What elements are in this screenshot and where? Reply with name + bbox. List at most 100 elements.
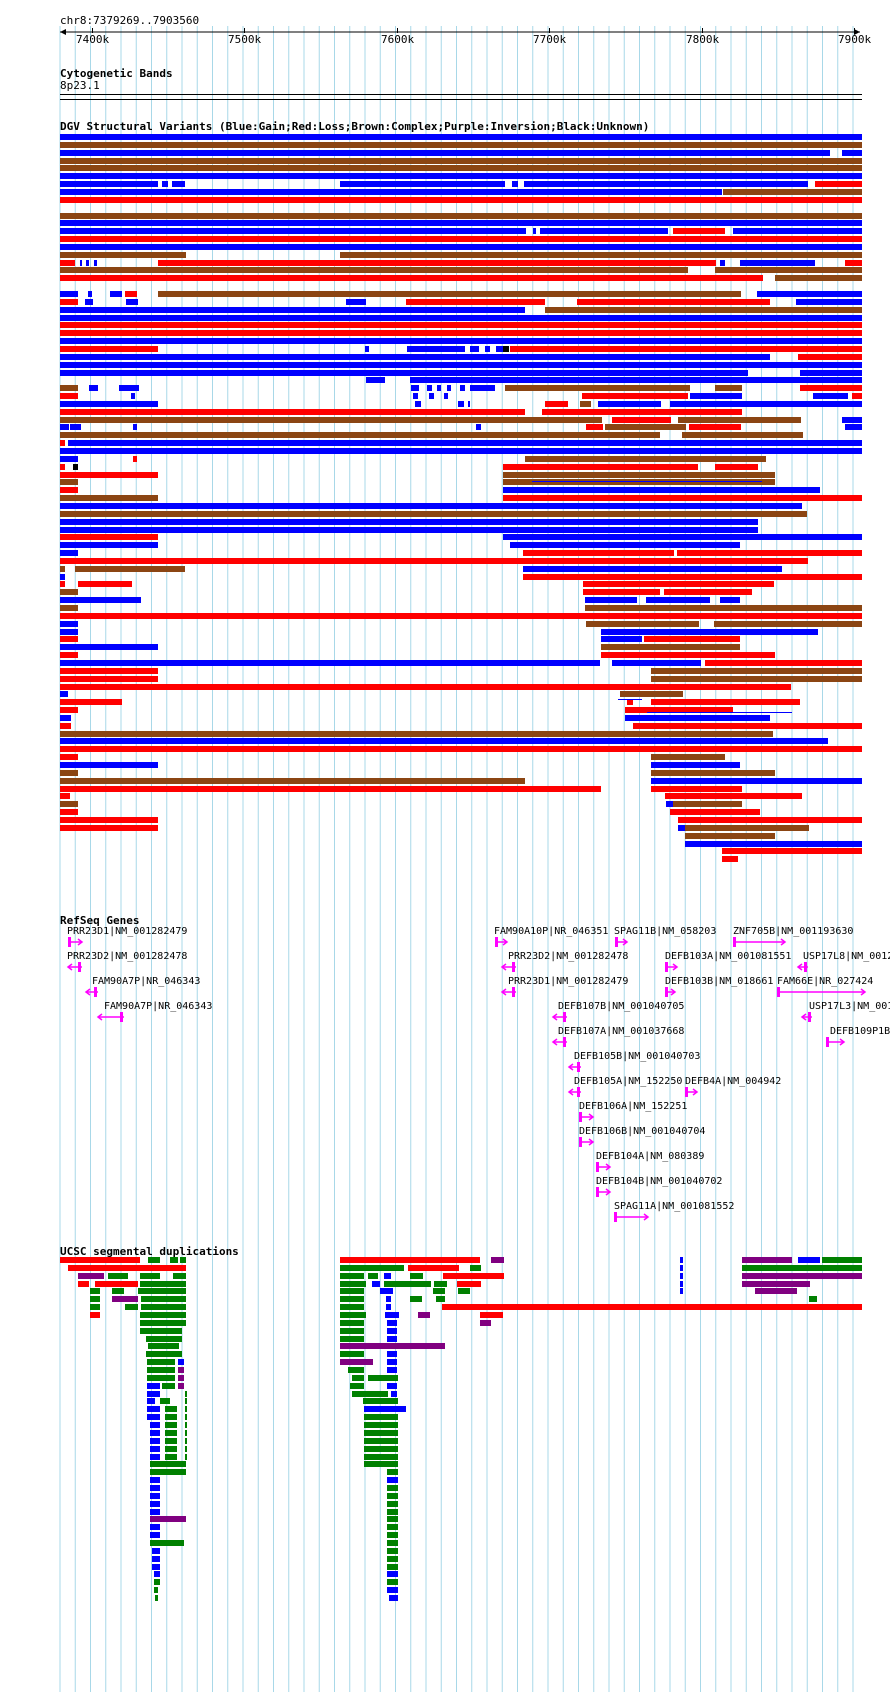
segmental-duplication[interactable] xyxy=(410,1296,422,1303)
segmental-duplication[interactable] xyxy=(152,1555,160,1562)
structural-variant[interactable] xyxy=(407,345,465,352)
structural-variant[interactable] xyxy=(798,353,862,360)
structural-variant[interactable] xyxy=(85,298,93,305)
segmental-duplication[interactable] xyxy=(418,1312,430,1319)
structural-variant[interactable] xyxy=(757,291,862,297)
structural-variant[interactable] xyxy=(510,542,740,549)
structural-variant[interactable] xyxy=(60,353,770,360)
structural-variant[interactable] xyxy=(460,385,465,392)
gene-label[interactable]: DEFB4A|NM_004942 xyxy=(685,1076,782,1087)
structural-variant[interactable] xyxy=(651,762,740,768)
segmental-duplication[interactable] xyxy=(680,1272,683,1279)
segmental-duplication[interactable] xyxy=(348,1367,364,1374)
segmental-duplication[interactable] xyxy=(742,1257,792,1263)
segmental-duplication[interactable] xyxy=(387,1327,397,1334)
structural-variant[interactable] xyxy=(60,769,78,776)
structural-variant[interactable] xyxy=(620,691,683,698)
gene-label[interactable]: DEFB105A|NM_152250 xyxy=(574,1076,683,1087)
structural-variant[interactable] xyxy=(60,338,862,345)
segmental-duplication[interactable] xyxy=(68,1264,186,1271)
segmental-duplication[interactable] xyxy=(185,1437,187,1444)
gene-label[interactable]: DEFB103A|NM_001081551 xyxy=(665,951,792,962)
structural-variant[interactable] xyxy=(651,667,862,674)
structural-variant[interactable] xyxy=(70,424,81,431)
segmental-duplication[interactable] xyxy=(152,1563,160,1570)
structural-variant[interactable] xyxy=(60,149,830,156)
structural-variant[interactable] xyxy=(60,691,68,698)
segmental-duplication[interactable] xyxy=(352,1374,364,1381)
structural-variant[interactable] xyxy=(625,707,733,714)
segmental-duplication[interactable] xyxy=(364,1429,398,1436)
structural-variant[interactable] xyxy=(366,377,385,384)
structural-variant[interactable] xyxy=(60,298,78,305)
segmental-duplication[interactable] xyxy=(798,1257,820,1263)
structural-variant[interactable] xyxy=(651,769,775,776)
structural-variant[interactable] xyxy=(340,181,505,188)
structural-variant[interactable] xyxy=(503,471,775,478)
gene-label[interactable]: FAM66E|NR_027424 xyxy=(777,976,874,987)
structural-variant[interactable] xyxy=(131,393,135,400)
structural-variant[interactable] xyxy=(60,196,862,203)
structural-variant[interactable] xyxy=(60,157,862,164)
structural-variant[interactable] xyxy=(651,699,800,706)
segmental-duplication[interactable] xyxy=(387,1351,397,1358)
structural-variant[interactable] xyxy=(651,785,742,792)
structural-variant[interactable] xyxy=(800,369,862,376)
segmental-duplication[interactable] xyxy=(150,1422,160,1429)
gene-model[interactable] xyxy=(96,1012,124,1022)
segmental-duplication[interactable] xyxy=(152,1547,160,1554)
segmental-duplication[interactable] xyxy=(150,1539,184,1546)
structural-variant[interactable] xyxy=(503,463,698,470)
segmental-duplication[interactable] xyxy=(147,1406,160,1413)
segmental-duplication[interactable] xyxy=(147,1382,160,1389)
segmental-duplication[interactable] xyxy=(408,1264,459,1271)
segmental-duplication[interactable] xyxy=(140,1272,160,1279)
segmental-duplication[interactable] xyxy=(150,1429,160,1436)
structural-variant[interactable] xyxy=(715,267,862,274)
segmental-duplication[interactable] xyxy=(364,1461,398,1468)
segmental-duplication[interactable] xyxy=(150,1437,160,1444)
segmental-duplication[interactable] xyxy=(340,1280,366,1287)
segmental-duplication[interactable] xyxy=(155,1594,158,1601)
structural-variant[interactable] xyxy=(842,416,862,423)
gene-label[interactable]: PRR23D1|NM_001282479 xyxy=(508,976,629,987)
structural-variant[interactable] xyxy=(715,463,758,470)
segmental-duplication[interactable] xyxy=(387,1508,398,1515)
segmental-duplication[interactable] xyxy=(410,1272,423,1279)
structural-variant[interactable] xyxy=(722,848,862,855)
structural-variant[interactable] xyxy=(523,565,782,572)
segmental-duplication[interactable] xyxy=(742,1272,862,1279)
segmental-duplication[interactable] xyxy=(112,1288,124,1295)
structural-variant[interactable] xyxy=(429,393,434,400)
structural-variant[interactable] xyxy=(60,620,78,627)
segmental-duplication[interactable] xyxy=(185,1429,187,1436)
structural-variant[interactable] xyxy=(60,424,69,431)
segmental-duplication[interactable] xyxy=(442,1304,862,1311)
structural-variant[interactable] xyxy=(60,416,602,423)
segmental-duplication[interactable] xyxy=(387,1571,398,1578)
segmental-duplication[interactable] xyxy=(742,1280,810,1287)
structural-variant[interactable] xyxy=(60,589,78,596)
segmental-duplication[interactable] xyxy=(457,1280,481,1287)
segmental-duplication[interactable] xyxy=(387,1563,398,1570)
structural-variant[interactable] xyxy=(60,188,722,195)
segmental-duplication[interactable] xyxy=(387,1335,397,1342)
structural-variant[interactable] xyxy=(60,565,65,572)
segmental-duplication[interactable] xyxy=(364,1422,398,1429)
segmental-duplication[interactable] xyxy=(185,1406,187,1413)
structural-variant[interactable] xyxy=(685,840,862,847)
segmental-duplication[interactable] xyxy=(387,1579,398,1586)
structural-variant[interactable] xyxy=(705,659,862,666)
structural-variant[interactable] xyxy=(437,385,441,392)
structural-variant[interactable] xyxy=(60,487,78,494)
segmental-duplication[interactable] xyxy=(386,1304,391,1311)
structural-variant[interactable] xyxy=(60,181,158,188)
structural-variant[interactable] xyxy=(586,620,699,627)
segmental-duplication[interactable] xyxy=(387,1532,398,1539)
structural-variant[interactable] xyxy=(60,259,75,266)
structural-variant[interactable] xyxy=(78,581,132,588)
structural-variant[interactable] xyxy=(545,306,862,313)
gene-model[interactable] xyxy=(615,937,629,947)
structural-variant[interactable] xyxy=(60,785,601,792)
structural-variant[interactable] xyxy=(644,636,740,643)
